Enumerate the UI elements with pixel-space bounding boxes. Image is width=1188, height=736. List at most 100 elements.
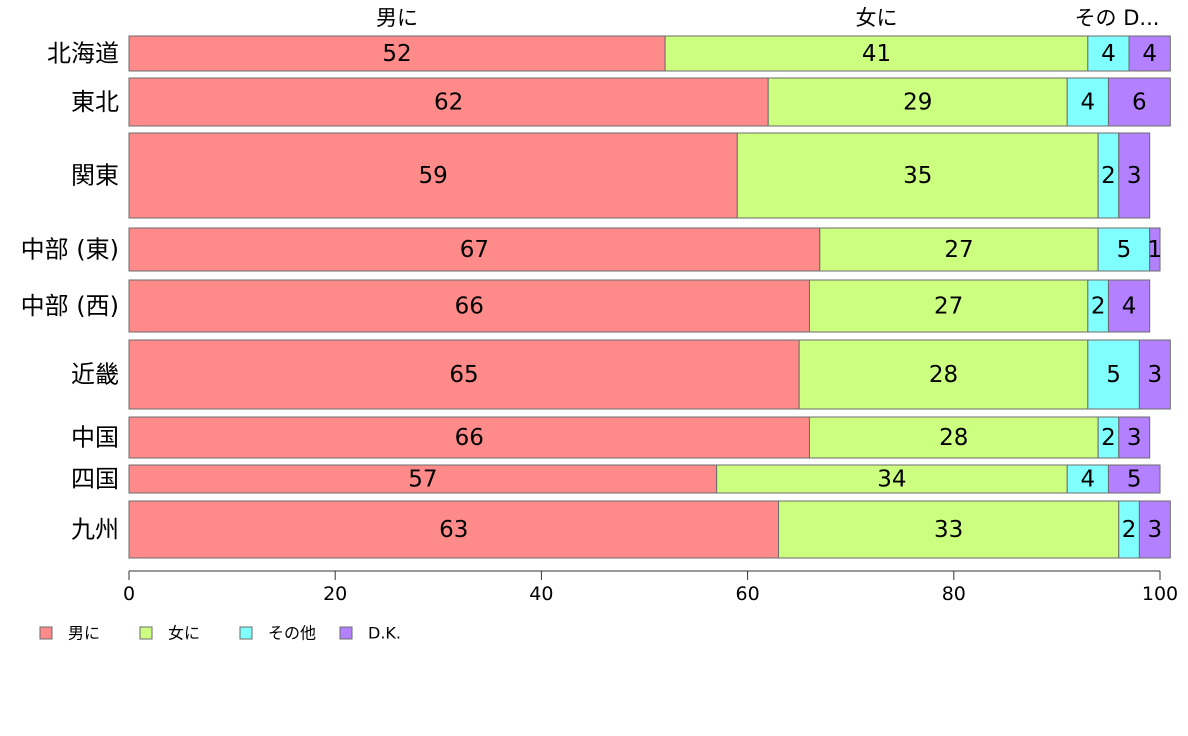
legend-swatch bbox=[239, 626, 253, 640]
bar-segment bbox=[1107, 279, 1151, 333]
bar-row: 52 41 4 4 bbox=[128, 35, 1171, 72]
legend-item: D.K. bbox=[339, 624, 401, 643]
bar-segment bbox=[664, 35, 1089, 72]
category-label: 四国 bbox=[71, 465, 119, 493]
data-label: 59 bbox=[419, 163, 448, 189]
bar-segment bbox=[798, 339, 1089, 410]
data-label: 62 bbox=[434, 90, 463, 116]
bar-segment bbox=[767, 77, 1068, 127]
bar-row: 59 35 2 3 bbox=[128, 132, 1151, 219]
data-label: 3 bbox=[1148, 362, 1163, 388]
legend-swatch bbox=[39, 626, 53, 640]
category-label: 中部 (西) bbox=[21, 292, 119, 320]
tick-label: 0 bbox=[123, 583, 135, 605]
tick-label: 80 bbox=[942, 583, 966, 605]
data-label: 2 bbox=[1091, 294, 1106, 320]
bar-segment bbox=[808, 279, 1089, 333]
top-label-1: 女に bbox=[855, 6, 897, 30]
data-label: 34 bbox=[877, 467, 906, 493]
data-label: 4 bbox=[1122, 294, 1137, 320]
bar-segment bbox=[1097, 227, 1151, 272]
data-label: 29 bbox=[903, 90, 932, 116]
bar-row: 66 28 2 3 bbox=[128, 416, 1151, 459]
bar-segment bbox=[819, 227, 1099, 272]
bar-segment bbox=[1087, 35, 1130, 72]
tick-label: 20 bbox=[323, 583, 347, 605]
bar-row: 63 33 2 3 bbox=[128, 500, 1171, 559]
data-label: 4 bbox=[1142, 41, 1157, 67]
data-label: 3 bbox=[1127, 425, 1142, 451]
category-label: 東北 bbox=[71, 88, 119, 116]
data-label: 4 bbox=[1101, 41, 1116, 67]
data-label: 52 bbox=[382, 41, 411, 67]
bar-row: 66 27 2 4 bbox=[128, 279, 1151, 333]
data-label: 35 bbox=[903, 163, 932, 189]
x-axis: 0 20 40 60 80 100 bbox=[123, 570, 1178, 605]
legend-label: 女に bbox=[168, 624, 200, 643]
data-label: 65 bbox=[449, 362, 478, 388]
tick-label: 100 bbox=[1142, 583, 1178, 605]
bar-segment bbox=[128, 279, 810, 333]
top-label-2: その D... bbox=[1075, 6, 1160, 30]
data-label: 63 bbox=[439, 517, 468, 543]
bar-segment bbox=[128, 77, 769, 127]
bar-row: 57 34 4 5 bbox=[128, 464, 1161, 494]
bar-segment bbox=[1149, 227, 1161, 272]
legend-item: その他 bbox=[239, 624, 316, 643]
tick-label: 60 bbox=[736, 583, 760, 605]
data-label: 41 bbox=[862, 41, 891, 67]
data-label: 4 bbox=[1081, 467, 1096, 493]
bar-segment bbox=[1107, 77, 1171, 127]
category-label: 関東 bbox=[71, 162, 119, 190]
legend-swatch bbox=[139, 626, 153, 640]
bar-segment bbox=[1066, 77, 1109, 127]
bars: 52 41 4 462 29 4 659 35 2 367 27 5 166 27 2 465 28 5 366 28… bbox=[128, 35, 1171, 559]
data-label: 5 bbox=[1106, 362, 1121, 388]
category-label: 中部 (東) bbox=[21, 236, 119, 264]
bar-row: 67 27 5 1 bbox=[128, 227, 1162, 272]
data-label: 2 bbox=[1122, 517, 1137, 543]
bar-segment bbox=[128, 35, 666, 72]
legend-label: 男に bbox=[68, 624, 100, 643]
data-label: 66 bbox=[455, 425, 484, 451]
data-label: 57 bbox=[408, 467, 437, 493]
legend-item: 女に bbox=[139, 624, 200, 643]
bar-row: 65 28 5 3 bbox=[128, 339, 1171, 410]
legend-label: その他 bbox=[268, 624, 316, 643]
data-label: 5 bbox=[1127, 467, 1142, 493]
bar-segment bbox=[1138, 339, 1171, 410]
data-label: 3 bbox=[1148, 517, 1163, 543]
bar-segment bbox=[128, 464, 718, 494]
bar-segment bbox=[128, 132, 738, 219]
data-label: 66 bbox=[455, 294, 484, 320]
data-label: 33 bbox=[934, 517, 963, 543]
data-label: 2 bbox=[1101, 425, 1116, 451]
top-label-0: 男に bbox=[376, 6, 418, 30]
bar-segment bbox=[808, 416, 1099, 459]
bar-segment bbox=[1128, 35, 1171, 72]
legend: 男に 女に その他 D.K. bbox=[39, 624, 401, 643]
tick-label: 40 bbox=[529, 583, 553, 605]
data-label: 28 bbox=[929, 362, 958, 388]
legend-label: D.K. bbox=[368, 624, 401, 643]
data-label: 27 bbox=[934, 294, 963, 320]
bar-segment bbox=[1118, 416, 1151, 459]
legend-swatch bbox=[339, 626, 353, 640]
bar-segment bbox=[1107, 464, 1161, 494]
bar-segment bbox=[736, 132, 1099, 219]
data-label: 3 bbox=[1127, 163, 1142, 189]
bar-segment bbox=[128, 500, 780, 559]
category-label: 九州 bbox=[71, 516, 119, 544]
data-label: 27 bbox=[944, 237, 973, 263]
category-label: 近畿 bbox=[71, 361, 119, 389]
category-label: 北海道 bbox=[47, 40, 119, 68]
bar-row: 62 29 4 6 bbox=[128, 77, 1171, 127]
bar-segment bbox=[128, 227, 821, 272]
bar-segment bbox=[1138, 500, 1171, 559]
data-label: 5 bbox=[1117, 237, 1132, 263]
bar-segment bbox=[128, 416, 810, 459]
bar-segment bbox=[778, 500, 1120, 559]
bar-segment bbox=[1118, 132, 1151, 219]
